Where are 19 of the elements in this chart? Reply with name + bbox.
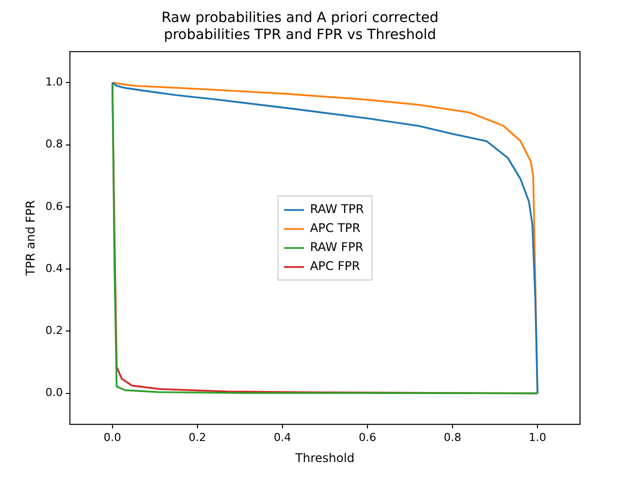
legend-label: RAW FPR xyxy=(310,240,364,254)
legend-label: APC FPR xyxy=(310,259,360,274)
y-tick-label: 0.6 xyxy=(45,200,63,213)
y-tick-label: 1.0 xyxy=(45,76,63,89)
y-tick-label: 0.8 xyxy=(45,138,63,151)
y-tick-label: 0.4 xyxy=(45,262,63,275)
x-tick-label: 0.6 xyxy=(358,430,376,444)
y-tick-label: 0.2 xyxy=(45,324,63,338)
chart-title: Raw probabilities and A priori corrected probabilities TPR and FPR vs Threshold xyxy=(161,10,439,43)
x-tick-label: 1.0 xyxy=(528,430,546,444)
legend-label: RAW TPR xyxy=(310,202,364,216)
x-tick-label: 0.0 xyxy=(104,430,122,444)
x-tick-label: 0.2 xyxy=(188,430,206,444)
y-tick-label: 0.0 xyxy=(45,386,63,400)
legend-label: APC TPR xyxy=(310,221,360,236)
x-tick-label: 0.4 xyxy=(274,430,292,444)
y-axis-title: TPR and FPR xyxy=(23,200,38,277)
x-axis-title: Threshold xyxy=(294,450,355,465)
x-tick-label: 0.8 xyxy=(444,430,462,444)
